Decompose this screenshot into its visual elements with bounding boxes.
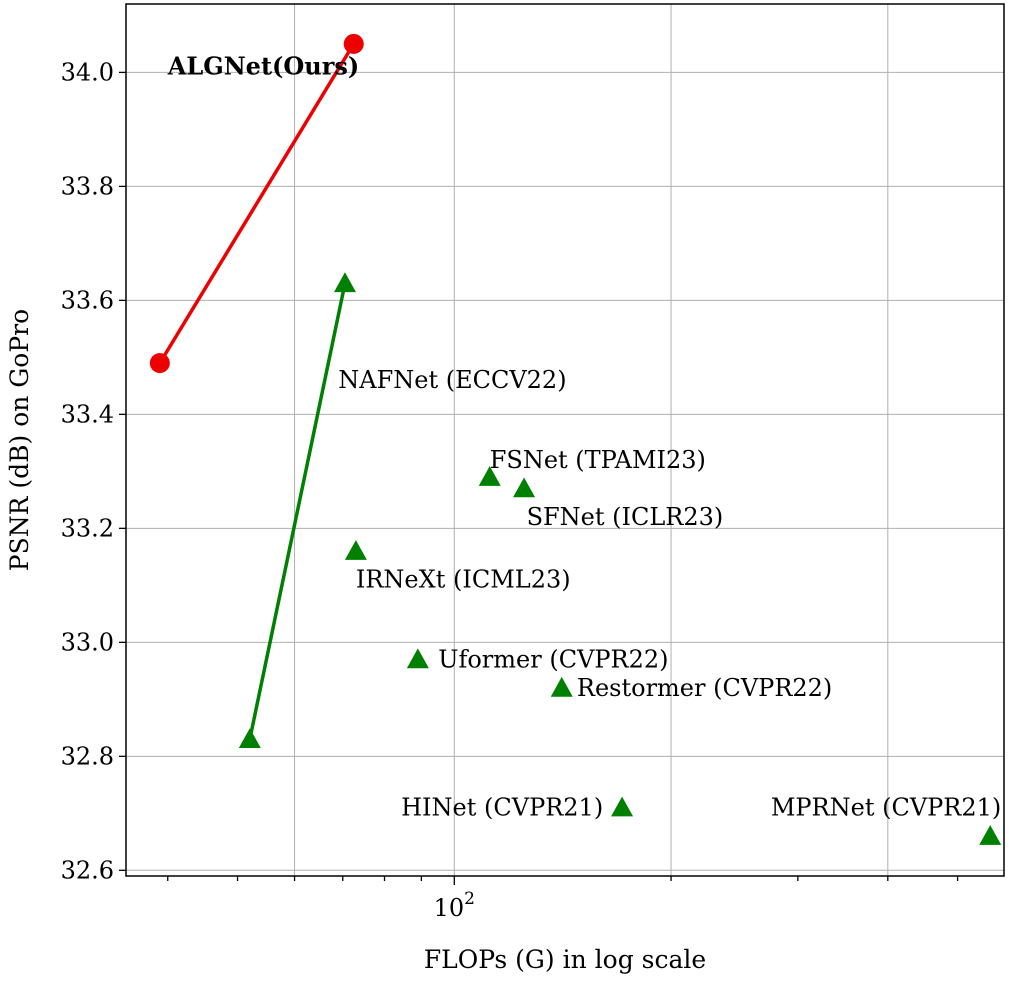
- triangle-marker: [344, 540, 367, 560]
- series-line-0: [158, 42, 356, 365]
- data-markers: [149, 33, 1002, 845]
- triangle-marker: [333, 272, 356, 293]
- point-label: FSNet (TPAMI23): [490, 446, 706, 474]
- y-tick-label: 32.6: [61, 856, 114, 884]
- series-lines: [158, 42, 356, 740]
- series-line-1: [248, 282, 347, 740]
- triangle-marker: [979, 825, 1002, 845]
- point-labels: ALGNet(Ours) NAFNet (ECCV22) FSNet (TPAMI2…: [167, 52, 1002, 822]
- triangle-marker: [406, 648, 429, 669]
- point-label: IRNeXt (ICML23): [356, 566, 571, 594]
- circle-marker: [343, 33, 364, 54]
- x-tick-label: 102: [434, 889, 475, 922]
- x-axis-label: FLOPs (G) in log scale: [424, 945, 706, 974]
- triangle-marker: [513, 477, 536, 498]
- circle-marker: [149, 353, 170, 374]
- triangle-marker: [238, 728, 261, 749]
- triangle-marker: [611, 796, 634, 817]
- point-label: ALGNet(Ours): [167, 52, 360, 81]
- y-tick-label: 33.6: [61, 286, 114, 314]
- axis-ticks: 32.6 32.8 33.0 33.2 33.4 33.6 33.8 34.0 102: [61, 58, 959, 922]
- point-label: Restormer (CVPR22): [577, 674, 832, 702]
- y-axis-label: PSNR (dB) on GoPro: [5, 309, 34, 571]
- triangle-marker: [478, 466, 501, 486]
- y-tick-label: 33.2: [61, 514, 114, 542]
- point-label: Uformer (CVPR22): [438, 645, 668, 673]
- y-tick-label: 33.4: [61, 400, 114, 428]
- y-tick-label: 33.8: [61, 172, 114, 200]
- point-label: MPRNet (CVPR21): [771, 794, 1001, 822]
- point-label: NAFNet (ECCV22): [338, 366, 566, 394]
- point-label: SFNet (ICLR23): [527, 503, 724, 531]
- point-label: HINet (CVPR21): [401, 794, 603, 822]
- triangle-marker: [550, 676, 573, 697]
- grid: [126, 4, 1004, 876]
- y-tick-label: 32.8: [61, 742, 114, 770]
- y-tick-label: 33.0: [61, 628, 114, 656]
- y-tick-label: 34.0: [61, 58, 114, 86]
- plot-frame: [125, 3, 1005, 877]
